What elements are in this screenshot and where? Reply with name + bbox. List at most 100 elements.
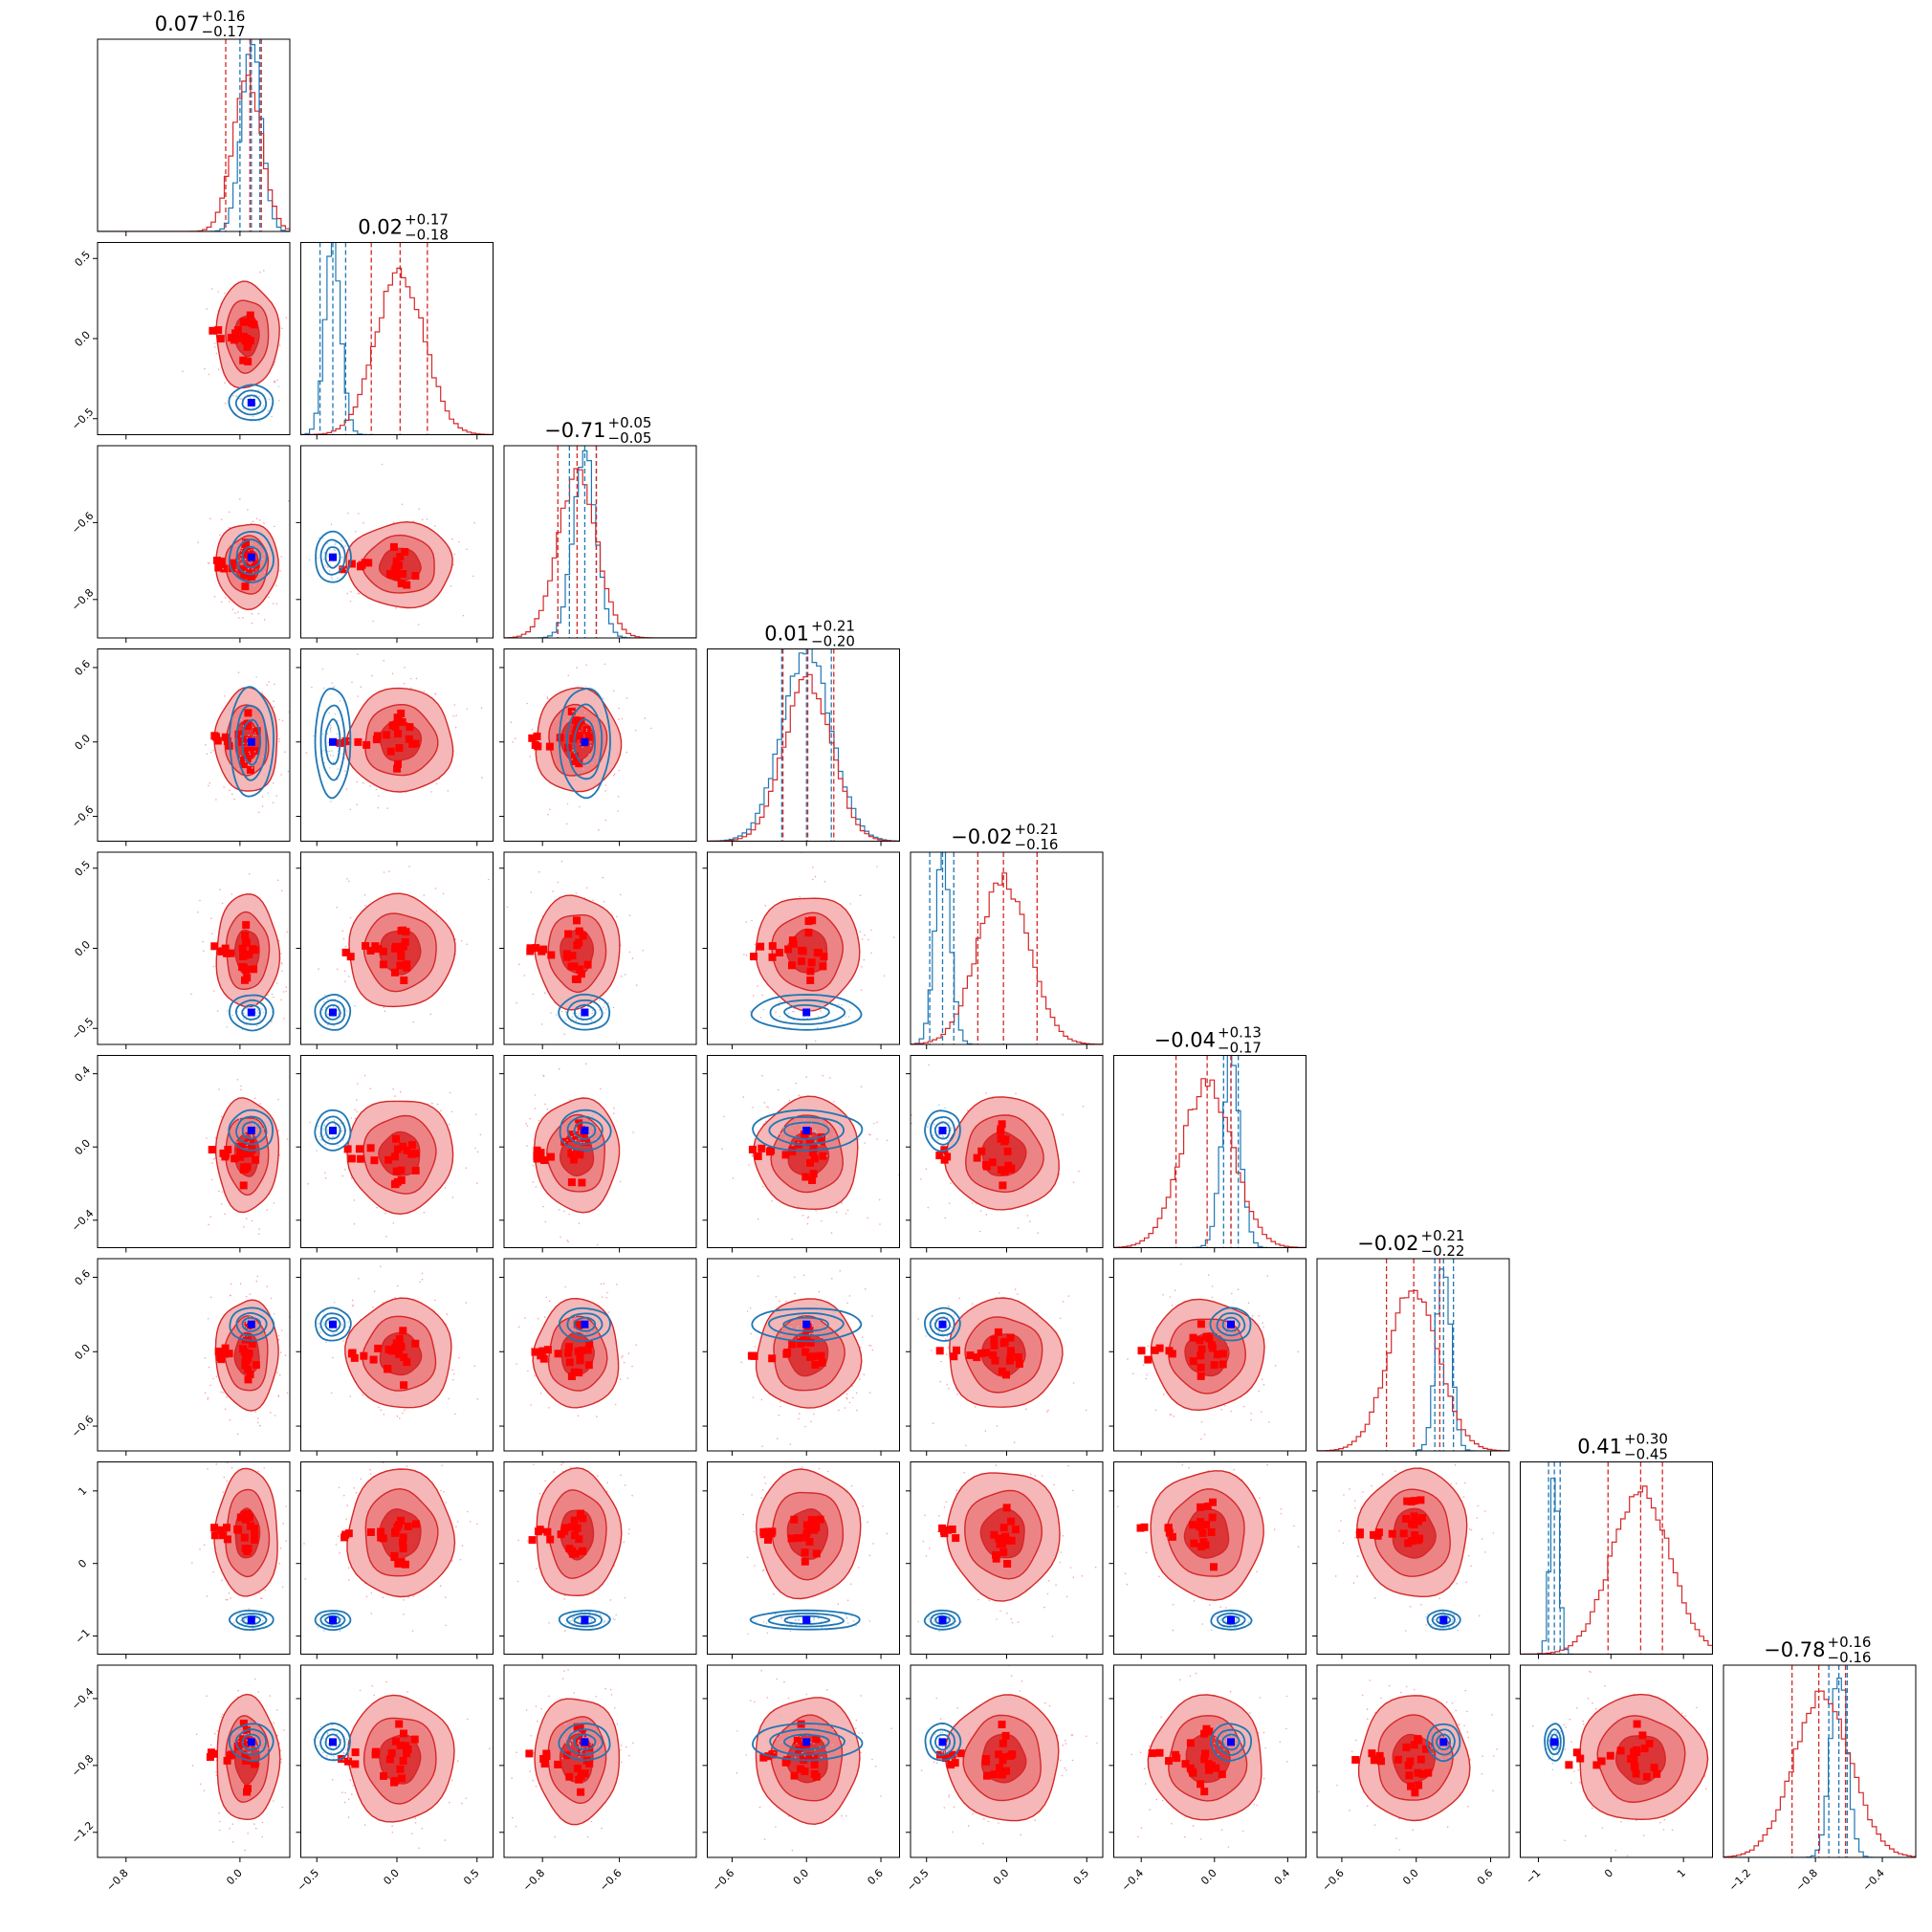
sample-point <box>275 603 278 605</box>
outlier-marker <box>991 1356 999 1365</box>
sample-point-blue <box>248 703 251 705</box>
sample-point <box>253 1097 256 1099</box>
sample-point-blue <box>318 1135 321 1137</box>
sample-point <box>421 1278 424 1281</box>
sample-point <box>347 512 349 515</box>
sample-point-blue <box>229 545 231 547</box>
y-tick-label: 0.0 <box>73 329 94 350</box>
blue-contour <box>769 999 846 1025</box>
sample-point <box>789 1443 792 1445</box>
sample-point-blue <box>249 563 252 565</box>
sample-point-blue <box>337 768 339 770</box>
sample-point <box>617 795 620 798</box>
outlier-marker <box>1006 1356 1014 1365</box>
sample-point <box>548 1407 550 1409</box>
outlier-marker <box>341 948 350 956</box>
sample-point <box>560 1236 561 1239</box>
y-tick-label: 0.6 <box>73 1267 94 1288</box>
sample-point <box>627 1352 630 1354</box>
sample-point <box>814 875 817 878</box>
outlier-marker <box>246 1150 254 1158</box>
sample-point <box>384 1010 386 1012</box>
blue-contour <box>752 1109 864 1152</box>
sample-point <box>263 619 266 621</box>
outlier-marker <box>533 732 541 740</box>
sample-point <box>204 367 206 370</box>
sample-point <box>823 881 826 883</box>
sample-point <box>285 317 288 319</box>
sample-point <box>1013 1441 1016 1443</box>
sample-point <box>1017 1227 1020 1229</box>
sample-point <box>239 1283 242 1284</box>
sample-point <box>259 1103 261 1105</box>
sample-point <box>212 965 215 968</box>
sample-point <box>353 1199 356 1201</box>
sample-point <box>355 531 357 533</box>
sample-point-blue <box>330 731 332 733</box>
sample-point-blue <box>323 687 325 690</box>
outlier-marker <box>357 562 364 571</box>
sample-point <box>971 1303 974 1305</box>
blue-contour <box>558 993 611 1031</box>
sample-point <box>273 996 274 999</box>
sample-point <box>876 866 878 867</box>
sample-point <box>812 878 814 881</box>
sample-point <box>239 498 241 500</box>
sample-point-blue <box>327 1023 329 1026</box>
sample-point <box>372 1306 374 1308</box>
outlier-marker <box>573 916 581 925</box>
sample-point <box>876 1121 878 1124</box>
sample-point <box>748 1164 750 1166</box>
sample-point <box>190 993 192 996</box>
sample-point-blue <box>324 1017 327 1019</box>
outlier-marker <box>1015 1360 1023 1368</box>
outlier-marker <box>241 1361 250 1370</box>
sample-point <box>256 1421 259 1424</box>
blue-contour <box>319 999 346 1025</box>
panel-4-0: −0.50.00.5 <box>69 851 291 1049</box>
sample-point-blue <box>323 994 326 997</box>
sample-point <box>473 1365 476 1368</box>
sample-point-blue <box>332 755 334 757</box>
sample-point-blue <box>336 1330 338 1333</box>
sample-point-blue <box>234 719 236 721</box>
sample-point-blue <box>252 1006 253 1009</box>
sample-point <box>506 906 509 909</box>
sample-point <box>864 1142 867 1144</box>
sample-point <box>249 1293 252 1295</box>
sample-point <box>450 585 452 587</box>
sample-point <box>801 1215 804 1217</box>
sample-point-blue <box>243 1019 245 1021</box>
sample-point-blue <box>588 1306 590 1308</box>
sample-point-blue <box>584 712 586 714</box>
sample-point-blue <box>598 1131 600 1133</box>
sample-point <box>626 1377 629 1379</box>
sample-point-blue <box>241 398 243 401</box>
sample-point <box>618 769 620 772</box>
sample-point <box>280 556 283 558</box>
outlier-marker <box>806 1158 814 1167</box>
sample-point-blue <box>252 726 254 728</box>
sample-point-blue <box>322 1128 324 1131</box>
sample-point-blue <box>331 576 333 578</box>
sample-point <box>351 681 353 684</box>
outlier-marker <box>393 561 402 570</box>
sample-point-blue <box>259 1316 261 1319</box>
sample-point <box>356 1099 358 1101</box>
sample-point <box>613 773 616 775</box>
sample-point-blue <box>803 1119 805 1121</box>
sample-point-blue <box>583 1002 585 1004</box>
outlier-marker <box>547 951 556 959</box>
outlier-marker <box>245 1138 253 1147</box>
sample-point <box>526 702 528 705</box>
sample-point-blue <box>245 760 247 763</box>
outlier-marker <box>242 1355 251 1364</box>
sample-point <box>209 781 211 784</box>
sample-point <box>996 1425 999 1427</box>
sample-point-blue <box>345 1010 348 1012</box>
sample-point <box>356 653 359 655</box>
sample-point <box>261 691 264 693</box>
sample-point <box>197 541 199 543</box>
outlier-marker <box>220 564 229 573</box>
sample-point <box>851 1385 854 1387</box>
